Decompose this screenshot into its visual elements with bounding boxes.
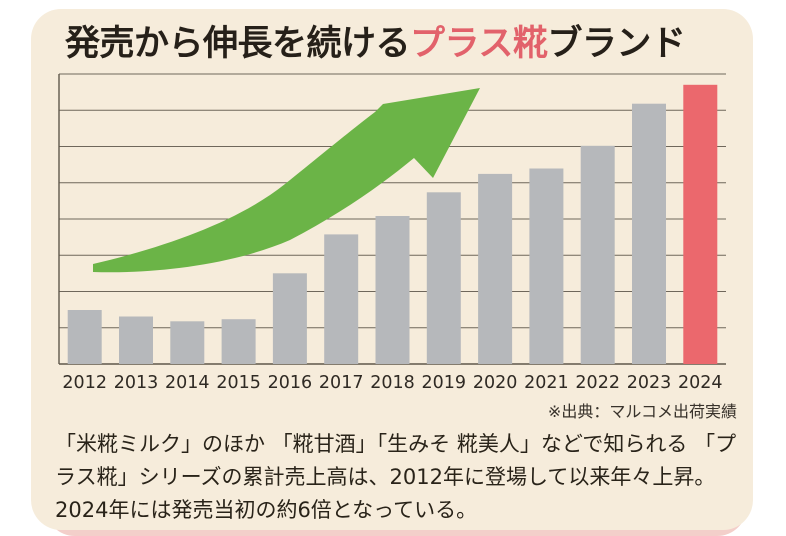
x-tick-2021: 2021 [524, 373, 569, 393]
bar-2015 [221, 319, 256, 364]
x-tick-2024: 2024 [678, 373, 723, 393]
source-note: ※出典：マルコメ出荷実績 [547, 402, 737, 421]
description-line: 「米糀ミルク」のほか 「糀甘酒」「生みそ 糀美人」などで知られる 「プ [55, 432, 737, 456]
sales-bar-chart: 2012 2013 2014 2015 2016 2017 2018 2019 2020 2021… [58, 73, 726, 393]
bar-2018 [375, 216, 410, 364]
x-tick-2016: 2016 [268, 373, 313, 393]
bar-2017 [324, 234, 359, 364]
bar-2022 [580, 145, 615, 364]
bar-2020 [478, 173, 513, 364]
description-line: 2024年には発売当初の約6倍となっている。 [55, 498, 478, 522]
description-line: ラス糀」シリーズの累計売上高は、2012年に登場して以来年々上昇。 [55, 465, 716, 489]
x-tick-2023: 2023 [627, 373, 672, 393]
x-tick-2017: 2017 [319, 373, 364, 393]
x-tick-2014: 2014 [165, 373, 210, 393]
title-accent: プラス糀 [410, 24, 548, 64]
growth-arrow-icon [93, 88, 480, 273]
x-tick-2012: 2012 [62, 373, 107, 393]
description-text: 「米糀ミルク」のほか 「糀甘酒」「生みそ 糀美人」などで知られる 「プ ラス糀」… [55, 428, 745, 527]
x-tick-2013: 2013 [114, 373, 159, 393]
x-tick-2018: 2018 [370, 373, 415, 393]
bar-2023 [632, 103, 666, 364]
bar-2016 [272, 273, 307, 364]
bar-2019 [426, 192, 461, 364]
bar-2014 [170, 321, 205, 364]
x-tick-2019: 2019 [422, 373, 467, 393]
bar-2012 [67, 310, 102, 364]
bar-2013 [119, 316, 153, 364]
title-part2: ブランド [547, 24, 686, 64]
page-title: 発売から伸長を続けるプラス糀ブランド [65, 15, 725, 66]
title-part1: 発売から伸長を続ける [65, 24, 411, 64]
x-axis-labels: 2012 2013 2014 2015 2016 2017 2018 2019 2020 2021… [62, 373, 722, 393]
infographic-card: 発売から伸長を続けるプラス糀ブランド 2012 2013 2014 2015 2016 2… [31, 9, 753, 530]
bar-2024 [683, 84, 718, 365]
x-tick-2015: 2015 [216, 373, 261, 393]
bar-2021 [529, 168, 564, 364]
x-tick-2020: 2020 [473, 373, 518, 393]
x-tick-2022: 2022 [575, 373, 620, 393]
bars [67, 84, 718, 365]
